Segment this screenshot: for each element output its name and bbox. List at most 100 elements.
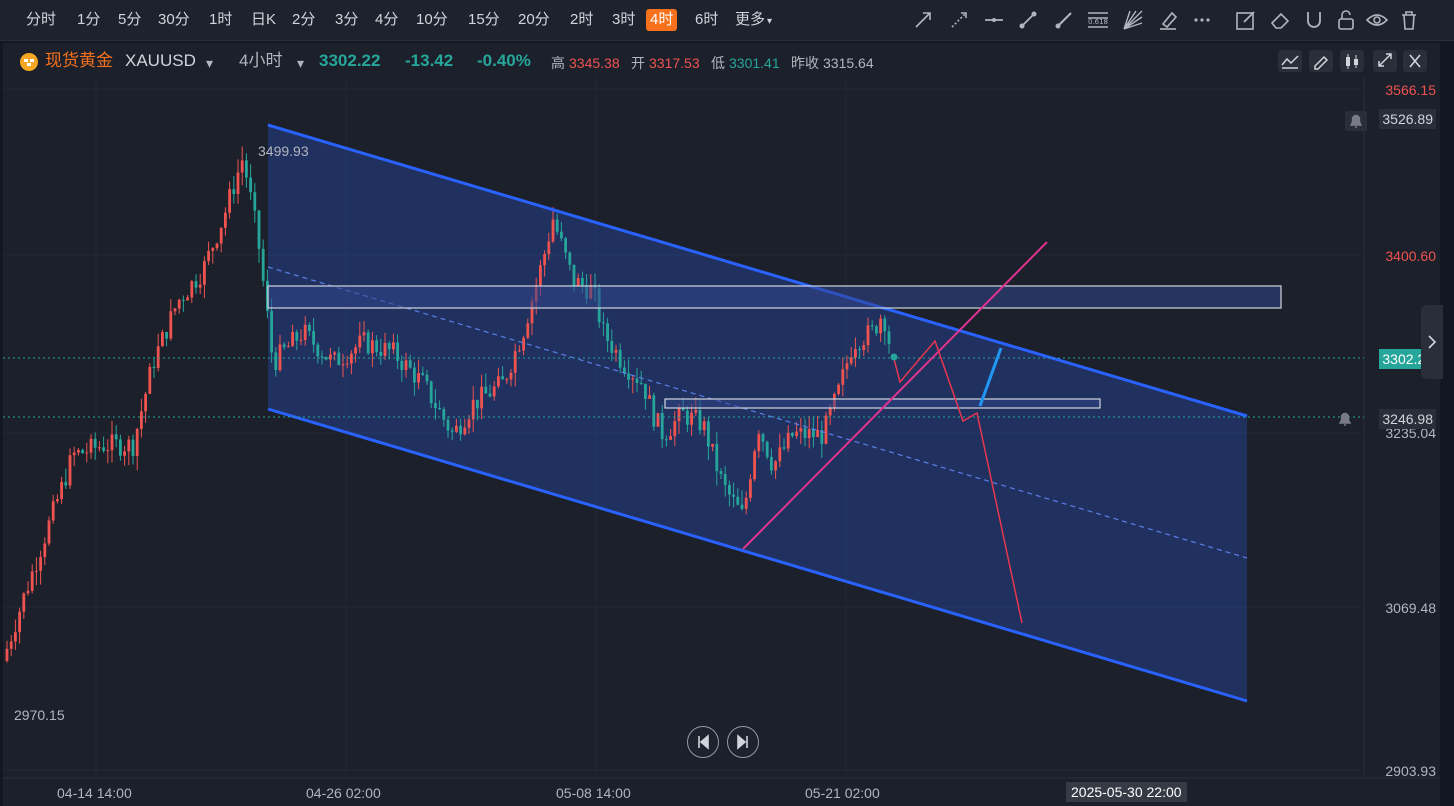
symbol-icon	[19, 52, 39, 78]
timeframe-分时[interactable]: 分时	[26, 11, 57, 28]
timeframe-日K[interactable]: 日K	[251, 11, 277, 28]
candle-body	[177, 299, 181, 309]
candle-body	[362, 332, 366, 336]
timeframe-6时[interactable]: 6时	[695, 11, 719, 28]
brush-line-icon[interactable]	[1051, 7, 1077, 33]
candle-body	[795, 431, 798, 436]
candle-body	[782, 447, 786, 449]
candle-body	[581, 278, 584, 286]
chevron-down-icon[interactable]: ▾	[297, 55, 305, 71]
candle-body	[425, 374, 429, 382]
candle-body	[345, 363, 349, 365]
last-price-dot	[890, 353, 898, 361]
support-zone	[664, 398, 1101, 409]
trend-line-icon[interactable]	[1015, 7, 1041, 33]
timeframe-20分[interactable]: 20分	[518, 11, 550, 28]
trash-icon[interactable]	[1396, 7, 1422, 33]
candle-body	[316, 344, 320, 357]
candle-body	[350, 353, 353, 364]
candle-body	[5, 648, 9, 661]
candle-body	[665, 439, 668, 441]
candle-body	[505, 379, 509, 381]
bell-icon[interactable]	[1345, 111, 1367, 131]
timeframe-15分[interactable]: 15分	[468, 11, 500, 28]
magnet-icon[interactable]	[1301, 7, 1327, 33]
more-icon[interactable]	[1189, 7, 1215, 33]
candle-body	[64, 481, 68, 486]
candle-body	[81, 449, 84, 454]
candle-body	[152, 366, 156, 369]
candle-body	[186, 297, 189, 301]
candle-body	[47, 520, 51, 544]
candle-body	[270, 310, 273, 353]
lock-icon[interactable]	[1333, 7, 1359, 33]
arrow-icon[interactable]	[910, 7, 936, 33]
candle-body	[547, 241, 551, 255]
horizontal-line-icon[interactable]	[981, 7, 1007, 33]
candle-body	[417, 372, 420, 383]
candle-body	[627, 373, 630, 380]
chevron-right-icon[interactable]	[1421, 305, 1443, 379]
scroll-back-button[interactable]	[687, 726, 719, 758]
alert-bell-icon[interactable]	[1335, 409, 1355, 429]
candle-body	[371, 340, 374, 354]
candle-type-icon[interactable]	[1340, 50, 1364, 72]
edit-icon[interactable]	[1233, 7, 1259, 33]
candle-body	[131, 439, 135, 457]
candle-body	[182, 299, 185, 301]
indicator-icon[interactable]	[1278, 50, 1302, 72]
interval-label[interactable]: 4小时	[239, 51, 283, 70]
candle-body	[870, 325, 874, 327]
candle-body	[308, 324, 311, 331]
candle-body	[799, 428, 803, 432]
timeframe-1时[interactable]: 1时	[209, 11, 233, 28]
candle-body	[732, 494, 735, 497]
timeframe-30分[interactable]: 30分	[158, 11, 190, 28]
candle-body	[299, 339, 303, 341]
candle-body	[887, 331, 891, 345]
timeframe-10分[interactable]: 10分	[416, 11, 448, 28]
chart-area[interactable]: 现货黄金 XAUUSD ▾ 4小时 ▾ 3302.22 -13.42 -0.40…	[3, 43, 1443, 806]
candle-body	[757, 434, 761, 452]
candle-body	[77, 449, 80, 453]
candle-body	[89, 438, 93, 453]
ray-icon[interactable]	[946, 7, 972, 33]
candle-body	[778, 447, 782, 462]
candle-body	[35, 570, 38, 572]
scroll-forward-button[interactable]	[727, 726, 759, 758]
close-icon[interactable]	[1403, 50, 1427, 72]
candlestick-chart[interactable]	[3, 43, 1440, 806]
candle-body	[618, 349, 622, 368]
chevron-down-icon[interactable]: ▾	[206, 55, 214, 71]
candle-body	[144, 393, 147, 412]
timeframe-5分[interactable]: 5分	[118, 11, 142, 28]
candle-body	[526, 323, 530, 338]
timeframe-2分[interactable]: 2分	[292, 11, 316, 28]
time-axis-label: 05-08 14:00	[556, 785, 631, 801]
candle-body	[484, 386, 488, 394]
crosshair-time-label: 2025-05-30 22:00	[1066, 782, 1187, 802]
timeframe-3时[interactable]: 3时	[612, 11, 636, 28]
candle-body	[429, 381, 433, 404]
timeframe-1分[interactable]: 1分	[77, 11, 101, 28]
timeframe-更多[interactable]: 更多	[731, 9, 776, 31]
pencil-icon[interactable]	[1309, 50, 1333, 72]
candle-body	[51, 501, 55, 521]
candle-body	[824, 415, 828, 444]
highlighter-icon[interactable]	[1155, 7, 1181, 33]
timeframe-3分[interactable]: 3分	[335, 11, 359, 28]
symbol-name[interactable]: 现货黄金	[45, 51, 113, 70]
eraser-icon[interactable]	[1267, 7, 1293, 33]
timeframe-4时[interactable]: 4时	[646, 9, 678, 31]
timeframe-4分[interactable]: 4分	[375, 11, 399, 28]
fan-icon[interactable]	[1120, 7, 1146, 33]
price-axis-label: 2903.93	[1385, 763, 1436, 779]
high-label: 高	[551, 55, 565, 71]
timeframe-2时[interactable]: 2时	[570, 11, 594, 28]
eye-icon[interactable]	[1364, 7, 1390, 33]
candle-body	[471, 399, 475, 420]
symbol-code[interactable]: XAUUSD	[125, 51, 196, 70]
candle-body	[786, 432, 790, 449]
fullscreen-icon[interactable]	[1373, 50, 1397, 72]
fibonacci-icon[interactable]: 0.618	[1085, 7, 1111, 33]
